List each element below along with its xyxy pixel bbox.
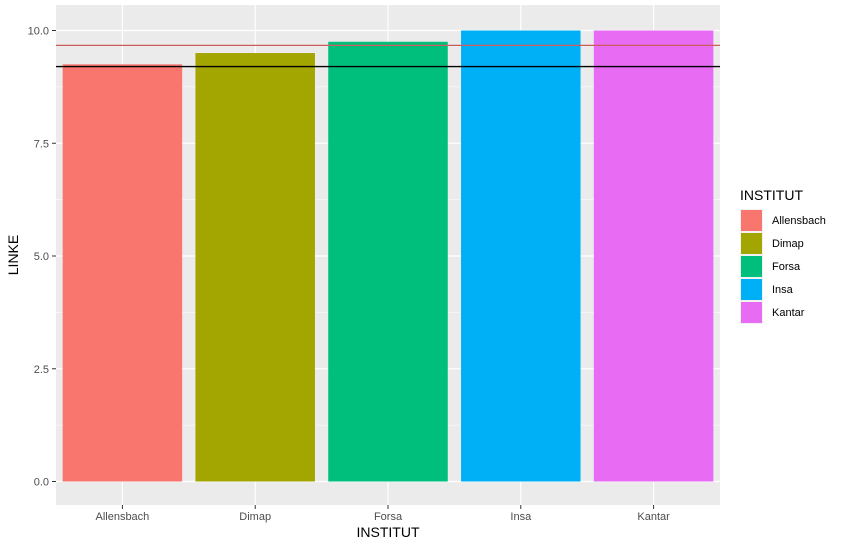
y-tick-label: 0.0 <box>34 477 49 489</box>
legend-label: Insa <box>772 284 794 296</box>
y-axis: 0.0 2.5 5.0 7.5 10.0 <box>28 26 56 489</box>
reference-lines <box>56 44 720 68</box>
legend: INSTITUT Allensbach Dimap Forsa Insa Kantar <box>740 187 826 324</box>
y-axis-title: LINKE <box>5 235 21 275</box>
y-tick-label: 7.5 <box>34 138 49 150</box>
x-axis: Allensbach Dimap Forsa Insa Kantar <box>95 505 670 523</box>
x-axis-title: INSTITUT <box>357 524 420 540</box>
legend-swatch-insa <box>741 279 762 300</box>
x-tick-label: Allensbach <box>95 511 149 523</box>
bar-insa <box>461 30 581 482</box>
x-tick-label: Forsa <box>374 511 403 523</box>
legend-swatch-allensbach <box>741 210 762 231</box>
y-tick-label: 5.0 <box>34 251 49 263</box>
y-tick-label: 10.0 <box>28 26 49 38</box>
x-tick-label: Dimap <box>239 511 271 523</box>
legend-label: Dimap <box>772 238 804 250</box>
bar-allensbach <box>62 64 183 482</box>
x-tick-label: Kantar <box>637 511 670 523</box>
legend-swatch-dimap <box>741 233 762 254</box>
legend-title: INSTITUT <box>740 187 803 203</box>
legend-label: Allensbach <box>772 215 826 227</box>
x-tick-label: Insa <box>510 511 532 523</box>
bar-dimap <box>195 53 315 482</box>
legend-label: Forsa <box>772 261 801 273</box>
legend-label: Kantar <box>772 307 805 319</box>
y-tick-label: 2.5 <box>34 364 49 376</box>
bar-kantar <box>593 30 714 482</box>
bar-forsa <box>328 41 448 482</box>
legend-swatch-kantar <box>741 302 762 323</box>
legend-swatch-forsa <box>741 256 762 277</box>
bars <box>62 30 714 482</box>
